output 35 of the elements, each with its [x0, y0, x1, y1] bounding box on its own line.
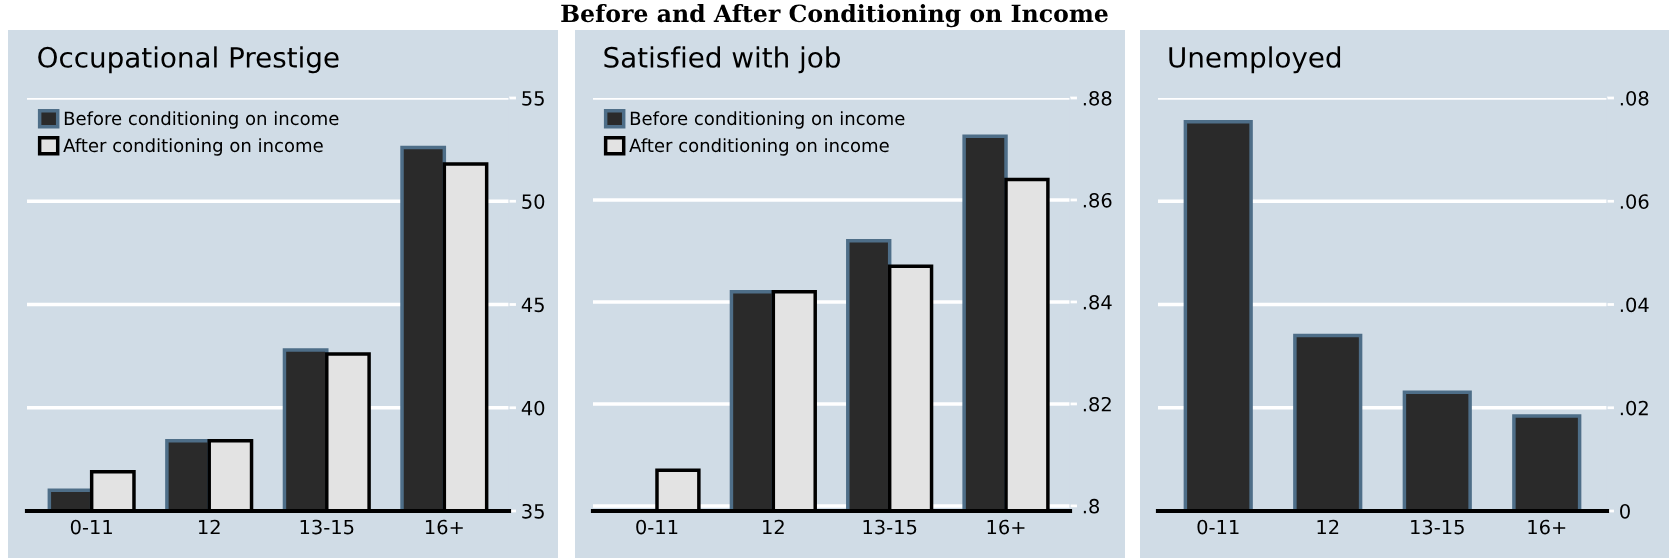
y-tick-label: .02 — [1620, 400, 1648, 416]
y-tick-label: .88 — [1083, 90, 1112, 106]
chart-title: Occupational Prestige — [38, 46, 339, 74]
x-tick-label: 12 — [198, 519, 220, 535]
text: Before and After Conditioning on Income — [561, 4, 1108, 28]
y-tick-label: .04 — [1620, 297, 1649, 313]
x-tick-label: 16+ — [987, 519, 1025, 535]
y-tick-label: 0 — [1620, 503, 1630, 519]
x-tick-label: 13-15 — [1411, 519, 1464, 535]
legend-label: Before conditioning on income — [630, 111, 905, 129]
y-tick-label: 50 — [522, 194, 545, 209]
x-tick-label: 13-15 — [863, 519, 917, 535]
y-tick-label: .86 — [1083, 192, 1112, 208]
legend-label: After conditioning on income — [63, 138, 323, 156]
y-tick-label: .82 — [1083, 396, 1111, 412]
x-tick-label: 16+ — [425, 519, 463, 535]
x-tick-label: 13-15 — [300, 519, 354, 535]
y-tick-label: 55 — [522, 91, 544, 106]
y-tick-label: 45 — [521, 297, 544, 313]
x-tick-label: 16+ — [1528, 519, 1566, 535]
y-tick-label: 40 — [521, 400, 545, 416]
y-tick-label: .08 — [1620, 90, 1649, 106]
legend-label: After conditioning on income — [629, 138, 889, 156]
x-tick-label: 12 — [1317, 519, 1339, 535]
legend-label: Before conditioning on income — [64, 111, 339, 129]
y-tick-label: .8 — [1083, 498, 1100, 514]
y-tick-label: .84 — [1083, 294, 1112, 310]
y-tick-label: .06 — [1620, 194, 1649, 209]
x-tick-label: 0-11 — [1197, 519, 1239, 535]
chart-title: Unemployed — [1169, 46, 1341, 74]
x-tick-label: 12 — [763, 519, 784, 535]
x-tick-label: 0-11 — [70, 519, 112, 535]
x-tick-label: 0-11 — [636, 519, 678, 535]
chart-title: Satisfied with job — [604, 46, 840, 74]
y-tick-label: 35 — [522, 503, 544, 519]
